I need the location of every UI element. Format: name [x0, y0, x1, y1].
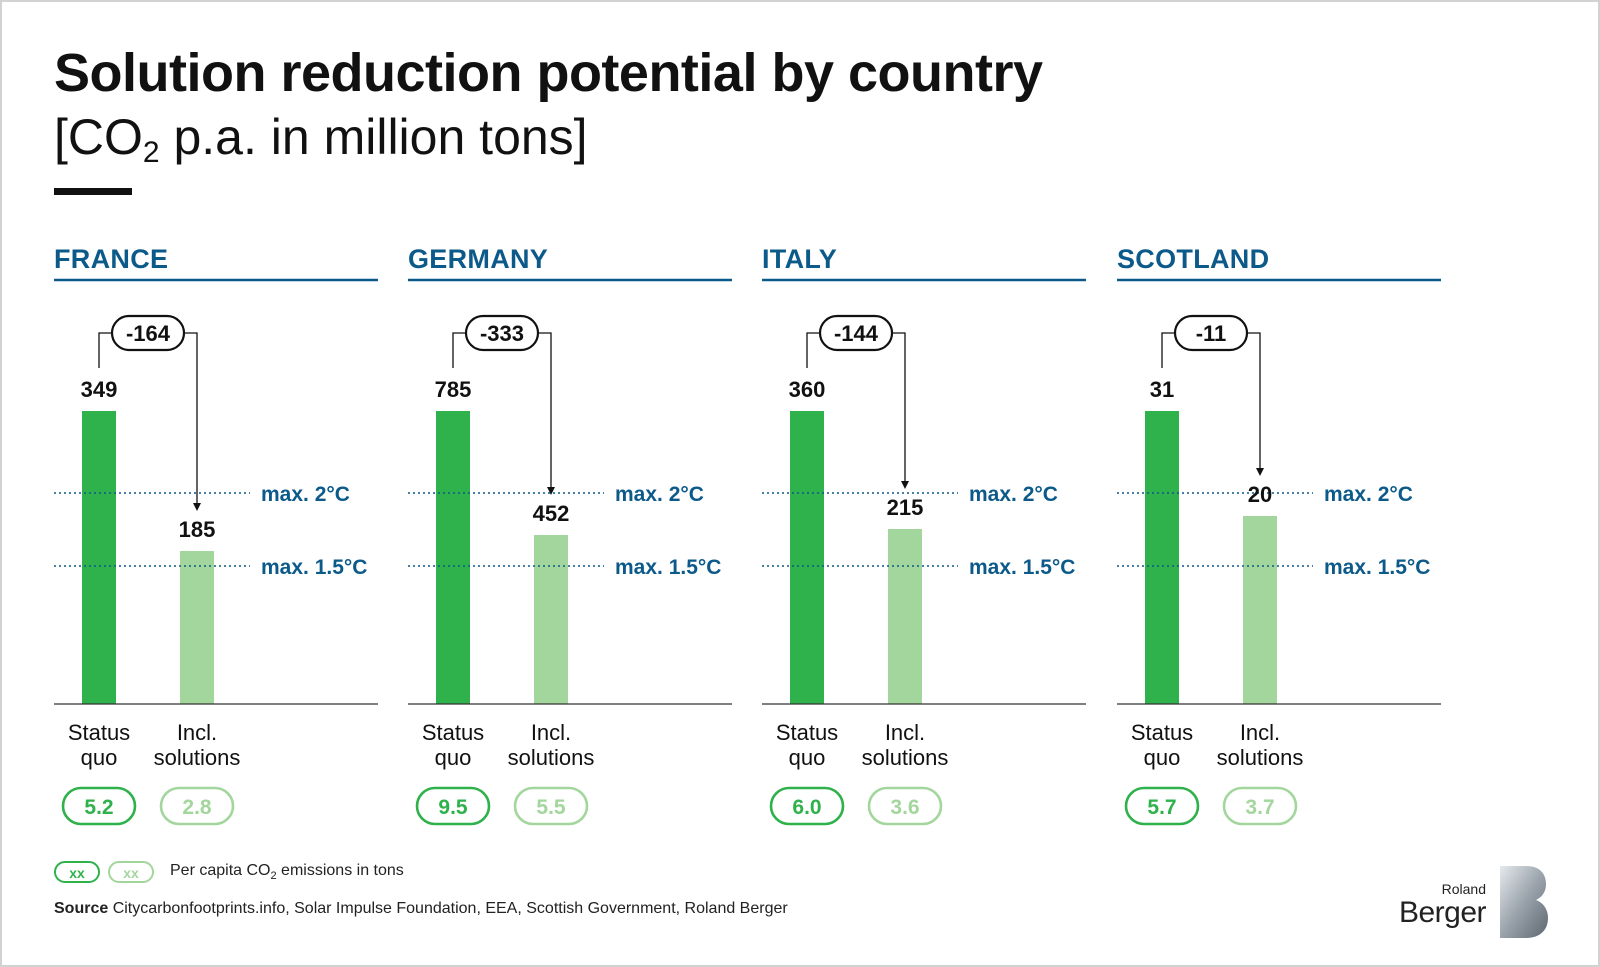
- category-label-status-quo-germany: quo: [435, 745, 472, 770]
- category-label-status-quo-scotland: quo: [1144, 745, 1181, 770]
- source-label: Source: [54, 900, 109, 917]
- per-capita-pill-status-quo-scotland: [1124, 786, 1200, 826]
- threshold-label-1-5c-italy: max. 1.5°C: [969, 556, 1075, 579]
- threshold-label-2c-italy: max. 2°C: [969, 483, 1058, 506]
- category-label-incl-solutions-italy: solutions: [862, 745, 949, 770]
- threshold-label-1-5c-germany: max. 1.5°C: [615, 556, 721, 579]
- source-note: Source Citycarbonfootprints.info, Solar …: [54, 900, 788, 918]
- bar-status-quo-germany: [436, 411, 470, 704]
- category-label-status-quo-france: quo: [81, 745, 118, 770]
- category-label-incl-solutions-scotland: Incl.: [1240, 720, 1280, 745]
- subtitle-pre: [CO: [54, 109, 143, 165]
- threshold-label-2c-scotland: max. 2°C: [1324, 483, 1413, 506]
- delta-arrow-italy: [891, 332, 909, 489]
- delta-pill-italy: [818, 314, 894, 352]
- category-label-incl-solutions-germany: solutions: [508, 745, 595, 770]
- per-capita-pill-incl-solutions-scotland: [1222, 786, 1298, 826]
- logo-b-mark-icon: [1500, 866, 1548, 938]
- value-label-status-quo-france: 349: [81, 377, 118, 402]
- delta-arrow-germany: [537, 332, 555, 495]
- country-title-france: FRANCE: [54, 244, 168, 274]
- delta-connector-left-france: [98, 332, 113, 368]
- per-capita-pill-incl-solutions-france: [159, 786, 235, 826]
- chart-title: Solution reduction potential by country: [54, 43, 1043, 103]
- legend-pill-incl-solutions: xx: [108, 861, 154, 883]
- category-label-incl-solutions-italy: Incl.: [885, 720, 925, 745]
- delta-label-france: -164: [126, 321, 171, 346]
- bar-incl-solutions-scotland: [1243, 516, 1277, 704]
- threshold-label-2c-germany: max. 2°C: [615, 483, 704, 506]
- per-capita-value-incl-solutions-france: 2.8: [182, 796, 212, 819]
- delta-connector-left-scotland: [1161, 332, 1176, 368]
- delta-pill-france: [110, 314, 186, 352]
- value-label-incl-solutions-germany: 452: [533, 501, 570, 526]
- bar-incl-solutions-germany: [534, 535, 568, 704]
- per-capita-value-status-quo-italy: 6.0: [792, 796, 821, 819]
- value-label-incl-solutions-france: 185: [179, 517, 216, 542]
- bar-status-quo-france: [82, 411, 116, 704]
- value-label-status-quo-scotland: 31: [1150, 377, 1174, 402]
- country-title-germany: GERMANY: [408, 244, 548, 274]
- bar-incl-solutions-italy: [888, 529, 922, 704]
- value-label-incl-solutions-scotland: 20: [1248, 482, 1272, 507]
- category-label-incl-solutions-scotland: solutions: [1217, 745, 1304, 770]
- delta-arrow-scotland: [1246, 332, 1264, 476]
- value-label-status-quo-italy: 360: [789, 377, 826, 402]
- per-capita-value-status-quo-germany: 9.5: [438, 796, 468, 819]
- threshold-label-1-5c-scotland: max. 1.5°C: [1324, 556, 1430, 579]
- threshold-label-2c-france: max. 2°C: [261, 483, 350, 506]
- bar-status-quo-scotland: [1145, 411, 1179, 704]
- delta-pill-scotland: [1173, 314, 1249, 352]
- category-label-incl-solutions-france: Incl.: [177, 720, 217, 745]
- delta-label-italy: -144: [834, 321, 879, 346]
- legend-text-pre: Per capita CO: [170, 861, 271, 879]
- legend-pill-status-quo: xx: [54, 861, 100, 883]
- delta-arrow-france: [183, 332, 201, 511]
- category-label-status-quo-italy: quo: [789, 745, 826, 770]
- category-label-status-quo-france: Status: [68, 720, 130, 745]
- category-label-incl-solutions-germany: Incl.: [531, 720, 571, 745]
- subtitle-post: p.a. in million tons]: [159, 109, 588, 165]
- per-capita-value-incl-solutions-germany: 5.5: [536, 796, 566, 819]
- legend-text: Per capita CO2 emissions in tons: [170, 862, 404, 882]
- per-capita-value-status-quo-scotland: 5.7: [1147, 796, 1176, 819]
- per-capita-value-status-quo-france: 5.2: [84, 796, 113, 819]
- per-capita-pill-status-quo-france: [61, 786, 137, 826]
- delta-connector-left-italy: [806, 332, 821, 368]
- title-underline: [54, 188, 132, 195]
- delta-pill-germany: [464, 314, 540, 352]
- delta-label-scotland: -11: [1196, 321, 1227, 346]
- legend-text-post: emissions in tons: [276, 861, 404, 879]
- category-label-status-quo-germany: Status: [422, 720, 484, 745]
- per-capita-value-incl-solutions-scotland: 3.7: [1245, 796, 1274, 819]
- chart-subtitle: [CO2 p.a. in million tons]: [54, 108, 588, 170]
- category-label-status-quo-italy: Status: [776, 720, 838, 745]
- bar-incl-solutions-france: [180, 551, 214, 704]
- threshold-label-1-5c-france: max. 1.5°C: [261, 556, 367, 579]
- per-capita-pill-status-quo-italy: [769, 786, 845, 826]
- legend-text-sub: 2: [270, 870, 277, 883]
- logo-line1: Roland: [1441, 881, 1486, 897]
- country-title-scotland: SCOTLAND: [1117, 244, 1269, 274]
- value-label-incl-solutions-italy: 215: [887, 495, 924, 520]
- delta-label-germany: -333: [480, 321, 524, 346]
- subtitle-sub: 2: [142, 136, 160, 169]
- value-label-status-quo-germany: 785: [435, 377, 472, 402]
- category-label-incl-solutions-france: solutions: [154, 745, 241, 770]
- per-capita-pill-incl-solutions-germany: [513, 786, 589, 826]
- bar-status-quo-italy: [790, 411, 824, 704]
- logo-line2: Berger: [1398, 896, 1487, 929]
- roland-berger-logo: Roland Berger: [1398, 866, 1548, 942]
- per-capita-pill-status-quo-germany: [415, 786, 491, 826]
- legend: xx xx Per capita CO2 emissions in tons: [54, 861, 404, 883]
- category-label-status-quo-scotland: Status: [1131, 720, 1193, 745]
- country-title-italy: ITALY: [762, 244, 837, 274]
- source-text: Citycarbonfootprints.info, Solar Impulse…: [108, 900, 788, 917]
- per-capita-pill-incl-solutions-italy: [867, 786, 943, 826]
- per-capita-value-incl-solutions-italy: 3.6: [890, 796, 919, 819]
- delta-connector-left-germany: [452, 332, 467, 368]
